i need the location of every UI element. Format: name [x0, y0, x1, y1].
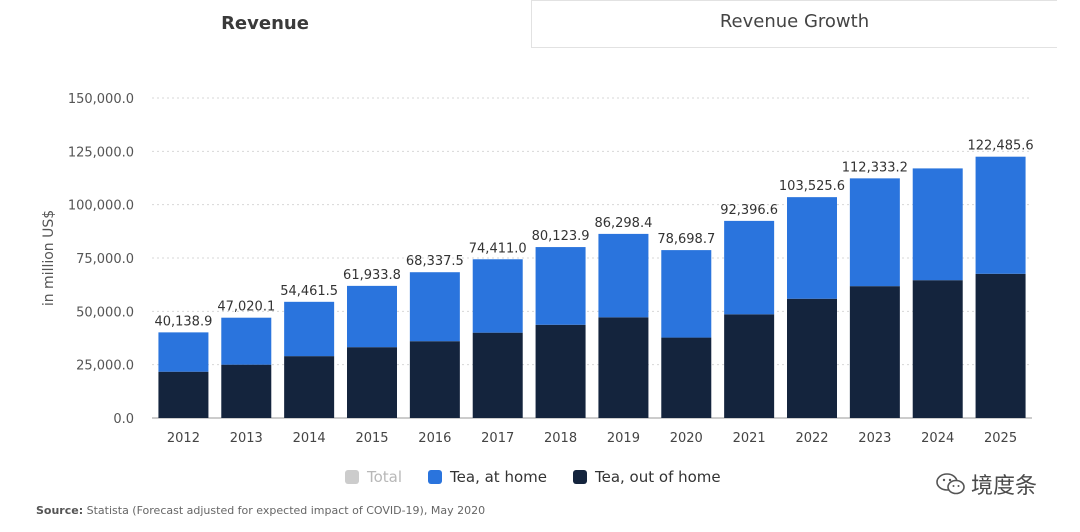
x-tick-label: 2021: [733, 431, 766, 446]
bar-segment: [284, 356, 335, 418]
bar-segment: [787, 298, 837, 418]
bar-segment: [975, 156, 1026, 274]
bar-segment: [849, 178, 900, 287]
bar-segment: [598, 317, 649, 418]
bar-total-label: 74,411.0: [469, 241, 527, 256]
legend-item-total[interactable]: Total: [345, 468, 402, 486]
legend-item-tea-out-of-home[interactable]: Tea, out of home: [572, 468, 721, 486]
bar-segment: [661, 250, 712, 338]
tab-revenue[interactable]: Revenue: [221, 12, 309, 34]
legend-swatch-tea-at-home: [428, 470, 443, 484]
bar-segment: [975, 273, 1026, 418]
bar-segment: [535, 247, 586, 325]
legend-label-total: Total: [367, 468, 403, 486]
source-note: Source: Statista (Forecast adjusted for …: [36, 504, 485, 517]
bar-segment: [787, 197, 837, 299]
bar-segment: [472, 259, 523, 333]
y-tick-label: 0.0: [113, 412, 134, 427]
x-tick-label: 2020: [670, 431, 703, 446]
revenue-bar-chart: 0.0 25,000.0 50,000.0 75,000.0 100,000.0 125,…: [41, 92, 1034, 446]
bar-total-label: 47,020.1: [217, 300, 275, 315]
legend-swatch-total: [345, 470, 359, 484]
bar-segment: [409, 341, 460, 418]
bar-segment: [535, 324, 586, 418]
bar-total-label: 112,333.2: [842, 160, 908, 175]
x-tick-label: 2013: [230, 431, 263, 446]
x-tick-label: 2014: [293, 431, 326, 446]
bar-segment: [724, 220, 775, 315]
x-tick-label: 2015: [355, 431, 388, 446]
bar-segment: [347, 285, 397, 348]
bar-segment: [472, 332, 523, 418]
x-tick-label: 2012: [167, 431, 200, 446]
wechat-watermark: 境度条: [935, 468, 1037, 500]
bar-segment: [158, 332, 209, 372]
wechat-icon: [936, 473, 965, 495]
y-tick-label: 100,000.0: [68, 199, 134, 214]
bar-total-label: 103,525.6: [779, 179, 845, 194]
y-tick-label: 75,000.0: [76, 252, 134, 267]
bar-segment: [221, 364, 272, 418]
source-prefix: Source:: [36, 504, 84, 517]
x-tick-label: 2022: [795, 431, 828, 446]
watermark-text: 境度条: [971, 474, 1038, 499]
bar-segment: [912, 280, 963, 418]
source-text: Statista (Forecast adjusted for expected…: [86, 504, 486, 517]
y-tick-label: 125,000.0: [68, 145, 134, 160]
y-tick-label: 50,000.0: [76, 305, 134, 320]
y-tick-label: 25,000.0: [76, 359, 134, 374]
bar-segment: [347, 347, 397, 418]
bar-total-label: 40,138.9: [154, 314, 212, 329]
tab-bar: Revenue Revenue Growth: [0, 0, 1080, 48]
legend-item-tea-at-home[interactable]: Tea, at home: [428, 468, 547, 486]
bar-total-label: 86,298.4: [594, 216, 652, 231]
x-tick-label: 2019: [607, 431, 640, 446]
bar-total-label: 122,485.6: [967, 139, 1033, 154]
legend-label-tea-at-home: Tea, at home: [450, 468, 547, 486]
bar-total-label: 92,396.6: [720, 203, 778, 218]
x-tick-label: 2024: [921, 431, 954, 446]
bar-segment: [221, 317, 272, 365]
bar-segment: [849, 286, 900, 418]
x-tick-label: 2018: [544, 431, 577, 446]
bar-total-label: 80,123.9: [532, 229, 590, 244]
bar-total-label: 54,461.5: [280, 284, 338, 299]
bar-segment: [409, 272, 460, 342]
bar-total-label: 61,933.8: [343, 268, 401, 283]
x-tick-label: 2025: [984, 431, 1017, 446]
chart-legend: Total Tea, at home Tea, out of home: [345, 466, 747, 488]
bar-segment: [661, 337, 712, 418]
x-tick-label: 2023: [858, 431, 891, 446]
y-axis-title: in million US$: [41, 210, 57, 306]
bar-segment: [284, 301, 335, 357]
legend-label-tea-out-of-home: Tea, out of home: [594, 468, 721, 486]
bar-segment: [598, 233, 649, 318]
bar-segment: [158, 371, 209, 418]
bar-segment: [724, 314, 775, 418]
bar-total-label: 68,337.5: [406, 254, 464, 269]
x-tick-label: 2017: [481, 431, 514, 446]
x-tick-label: 2016: [418, 431, 451, 446]
legend-swatch-tea-out-of-home: [572, 470, 587, 484]
bar-segment: [912, 168, 963, 281]
y-tick-label: 150,000.0: [68, 92, 134, 107]
tab-revenue-growth[interactable]: Revenue Growth: [531, 0, 1057, 48]
bar-total-label: 78,698.7: [657, 232, 715, 247]
